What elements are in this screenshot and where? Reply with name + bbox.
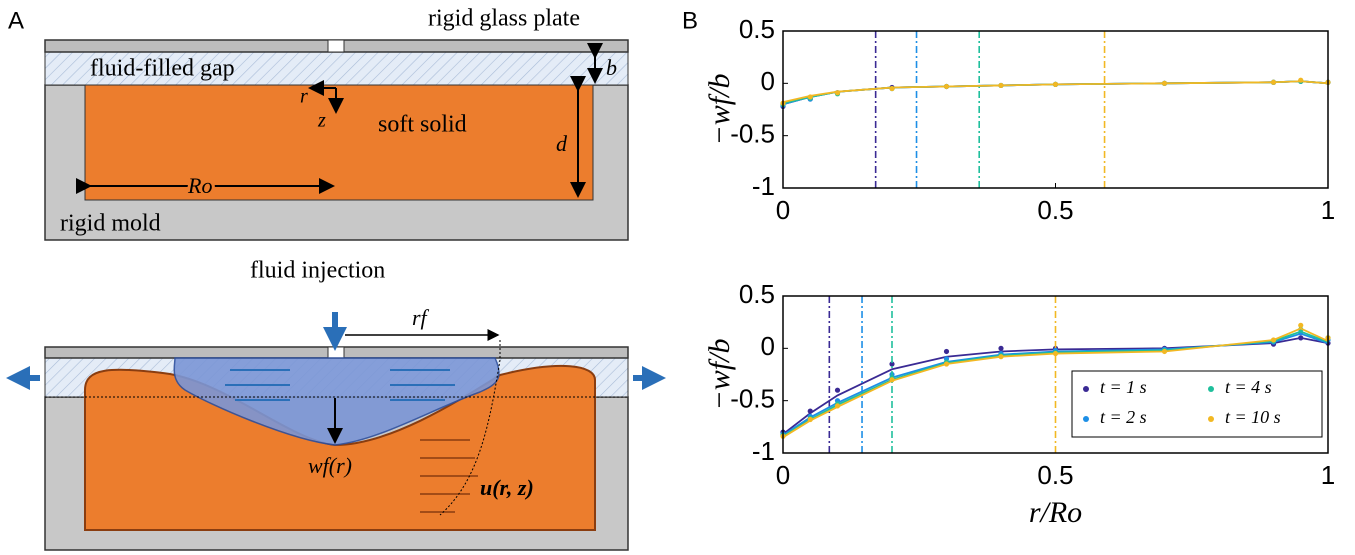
legend-marker: [1208, 416, 1214, 422]
label: fluid injection: [250, 258, 385, 284]
data-point: [889, 86, 894, 91]
data-point: [1053, 351, 1058, 356]
y-tick-label: 0: [761, 331, 775, 361]
y-tick-label: -1: [752, 171, 775, 201]
data-point: [998, 83, 1003, 88]
x-tick-label: 0: [776, 460, 790, 490]
y-tick-label: -1: [752, 436, 775, 466]
plot-area: [783, 31, 1328, 188]
x-tick-label: 0: [776, 195, 790, 225]
label: soft solid: [378, 112, 467, 138]
data-point: [808, 409, 813, 414]
label: Ro: [187, 173, 212, 198]
y-tick-label: -0.5: [730, 384, 775, 414]
label: d: [556, 131, 568, 156]
label: b: [606, 55, 617, 80]
data-point: [835, 90, 840, 95]
data-point: [1271, 337, 1276, 342]
legend-marker: [1083, 416, 1089, 422]
data-point: [808, 94, 813, 99]
diagram-top: rigid glass plate fluid-filled gap soft …: [45, 6, 628, 241]
y-tick-label: 0: [761, 66, 775, 96]
figure: A B rigid glass plate fluid-filled gap s…: [0, 0, 1355, 555]
panel-label: B: [682, 7, 698, 34]
y-tick-label: 0.5: [739, 14, 775, 44]
x-tick-label: 0.5: [1037, 460, 1073, 490]
label: u(r, z): [480, 475, 534, 500]
label: z: [317, 110, 326, 132]
label: rigid mold: [60, 211, 161, 237]
data-point: [998, 346, 1003, 351]
legend-marker: [1083, 386, 1089, 392]
label: r: [300, 86, 308, 108]
label: rigid glass plate: [428, 6, 580, 32]
panel-label: A: [8, 7, 24, 34]
data-point: [1298, 78, 1303, 83]
legend-label: t = 4 s: [1225, 377, 1272, 397]
data-point: [835, 388, 840, 393]
data-point: [889, 377, 894, 382]
y-tick-label: 0.5: [739, 279, 775, 309]
x-tick-label: 1: [1321, 195, 1335, 225]
data-point: [944, 84, 949, 89]
data-point: [1298, 335, 1303, 340]
data-point: [944, 361, 949, 366]
x-axis-label: r/Ro: [1029, 496, 1082, 529]
legend-label: t = 10 s: [1225, 407, 1281, 427]
label: rf: [412, 305, 430, 330]
legend-label: t = 2 s: [1100, 407, 1147, 427]
data-point: [1162, 81, 1167, 86]
data-point: [835, 403, 840, 408]
data-point: [1162, 349, 1167, 354]
legend-label: t = 1 s: [1100, 377, 1147, 397]
data-point: [944, 349, 949, 354]
y-axis-label: −wf/b: [703, 74, 736, 146]
x-tick-label: 0.5: [1037, 195, 1073, 225]
data-point: [808, 417, 813, 422]
data-point: [1298, 323, 1303, 328]
y-axis-label: −wf/b: [703, 339, 736, 411]
x-tick-label: 1: [1321, 460, 1335, 490]
label: wf(r): [308, 453, 352, 478]
data-point: [998, 354, 1003, 359]
diagram-bottom: fluid injection rf wf(r) u(r, z): [12, 258, 660, 551]
y-tick-label: -0.5: [730, 119, 775, 149]
data-point: [1271, 80, 1276, 85]
data-point: [1053, 82, 1058, 87]
legend-marker: [1208, 386, 1214, 392]
label: fluid-filled gap: [90, 56, 235, 82]
